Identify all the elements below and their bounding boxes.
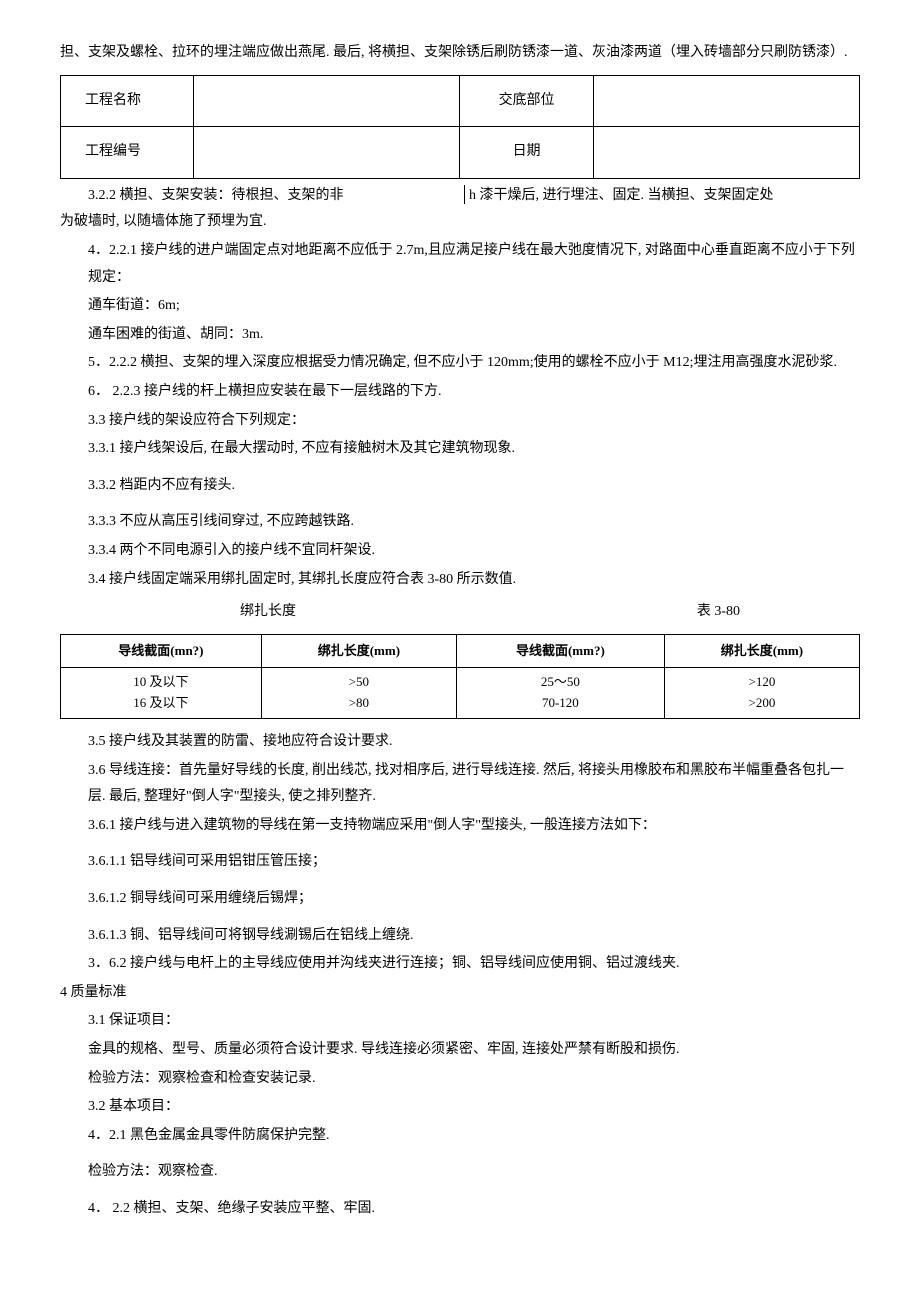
label-project-number: 工程编号 (61, 127, 194, 179)
para-4-2-2: 4． 2.2 横担、支架、绝缘子安装应平整、牢固. (60, 1196, 860, 1223)
th-bind-length-2: 绑扎长度(mm) (664, 634, 859, 668)
table-caption: 绑扎长度 表 3-80 (60, 599, 860, 626)
value-disclosure-part (593, 75, 859, 127)
binding-length-table: 导线截面(mn?) 绑扎长度(mm) 导线截面(mm?) 绑扎长度(mm) 10… (60, 634, 860, 719)
caption-left: 绑扎长度 (240, 599, 296, 626)
para-inspection-2: 检验方法：观察检查. (60, 1159, 860, 1186)
info-table: 工程名称 交底部位 工程编号 日期 (60, 75, 860, 179)
para-3-6-1-2: 3.6.1.2 铜导线间可采用缠绕后锡焊； (60, 886, 860, 913)
label-project-name: 工程名称 (61, 75, 194, 127)
para-3-6-2: 3．6.2 接户线与电杆上的主导线应使用并沟线夹进行连接；铜、铝导线间应使用铜、… (60, 951, 860, 978)
th-cross-section-1: 导线截面(mn?) (61, 634, 262, 668)
para-3-6-1-1: 3.6.1.1 铝导线间可采用铝钳压管压接； (60, 849, 860, 876)
para-3-3-2: 3.3.2 档距内不应有接头. (60, 473, 860, 500)
para-3-1-guarantee: 3.1 保证项目： (60, 1008, 860, 1035)
td-c1: 10 及以下 16 及以下 (61, 668, 262, 719)
para-6-2-2-3: 6． 2.2.3 接户线的杆上横担应安装在最下一层线路的下方. (60, 379, 860, 406)
para-street-3m: 通车困难的街道、胡同：3m. (60, 322, 860, 349)
label-disclosure-part: 交底部位 (460, 75, 593, 127)
para-continuation: 为破墙时, 以随墙体施了预埋为宜. (60, 209, 860, 236)
para-4-quality: 4 质量标准 (60, 980, 860, 1007)
value-project-name (194, 75, 460, 127)
para-3-2-basic: 3.2 基本项目： (60, 1094, 860, 1121)
para-3-3: 3.3 接户线的架设应符合下列规定： (60, 408, 860, 435)
para-fittings-spec: 金具的规格、型号、质量必须符合设计要求. 导线连接必须紧密、牢固, 连接处严禁有… (60, 1037, 860, 1064)
para-3-3-4: 3.3.4 两个不同电源引入的接户线不宜同杆架设. (60, 538, 860, 565)
para-inspection-1: 检验方法：观察检查和检查安装记录. (60, 1066, 860, 1093)
table-data-row: 10 及以下 16 及以下 >50 >80 25～50 70-120 >120 … (61, 668, 860, 719)
caption-right: 表 3-80 (697, 599, 740, 626)
para-3-5: 3.5 接户线及其装置的防雷、接地应符合设计要求. (60, 729, 860, 756)
value-date (593, 127, 859, 179)
para-street-6m: 通车街道：6m; (60, 293, 860, 320)
para-4-2-1: 4．2.1 黑色金属金具零件防腐保护完整. (60, 1123, 860, 1150)
th-bind-length-1: 绑扎长度(mm) (261, 634, 456, 668)
info-row-1: 工程名称 交底部位 (61, 75, 860, 127)
intro-paragraph: 担、支架及螺栓、拉环的埋注端应做出燕尾. 最后, 将横担、支架除锈后刷防锈漆一道… (60, 40, 860, 67)
label-date: 日期 (460, 127, 593, 179)
para-3-6-1-3: 3.6.1.3 铜、铝导线间可将钢导线涮锡后在铝线上缠绕. (60, 923, 860, 950)
para-4-2-2-1: 4．2.2.1 接户线的进户端固定点对地距离不应低于 2.7m,且应满足接户线在… (60, 238, 860, 291)
split-right: h 漆干燥后, 进行埋注、固定. 当横担、支架固定处 (465, 183, 860, 210)
td-c4: >120 >200 (664, 668, 859, 719)
value-project-number (194, 127, 460, 179)
para-3-3-1: 3.3.1 接户线架设后, 在最大摆动时, 不应有接触树木及其它建筑物现象. (60, 436, 860, 463)
td-c3: 25～50 70-120 (456, 668, 664, 719)
info-row-2: 工程编号 日期 (61, 127, 860, 179)
split-line: 3.2.2 横担、支架安装：待根担、支架的非 h 漆干燥后, 进行埋注、固定. … (60, 183, 860, 210)
td-c2: >50 >80 (261, 668, 456, 719)
th-cross-section-2: 导线截面(mm?) (456, 634, 664, 668)
split-left: 3.2.2 横担、支架安装：待根担、支架的非 (60, 183, 464, 210)
table-header-row: 导线截面(mn?) 绑扎长度(mm) 导线截面(mm?) 绑扎长度(mm) (61, 634, 860, 668)
para-3-6-1: 3.6.1 接户线与进入建筑物的导线在第一支持物端应采用"倒人字"型接头, 一般… (60, 813, 860, 840)
para-3-6: 3.6 导线连接：首先量好导线的长度, 削出线芯, 找对相序后, 进行导线连接.… (60, 758, 860, 811)
para-3-4: 3.4 接户线固定端采用绑扎固定时, 其绑扎长度应符合表 3-80 所示数值. (60, 567, 860, 594)
para-5-2-2-2: 5．2.2.2 横担、支架的埋入深度应根据受力情况确定, 但不应小于 120mm… (60, 350, 860, 377)
para-3-3-3: 3.3.3 不应从高压引线间穿过, 不应跨越铁路. (60, 509, 860, 536)
